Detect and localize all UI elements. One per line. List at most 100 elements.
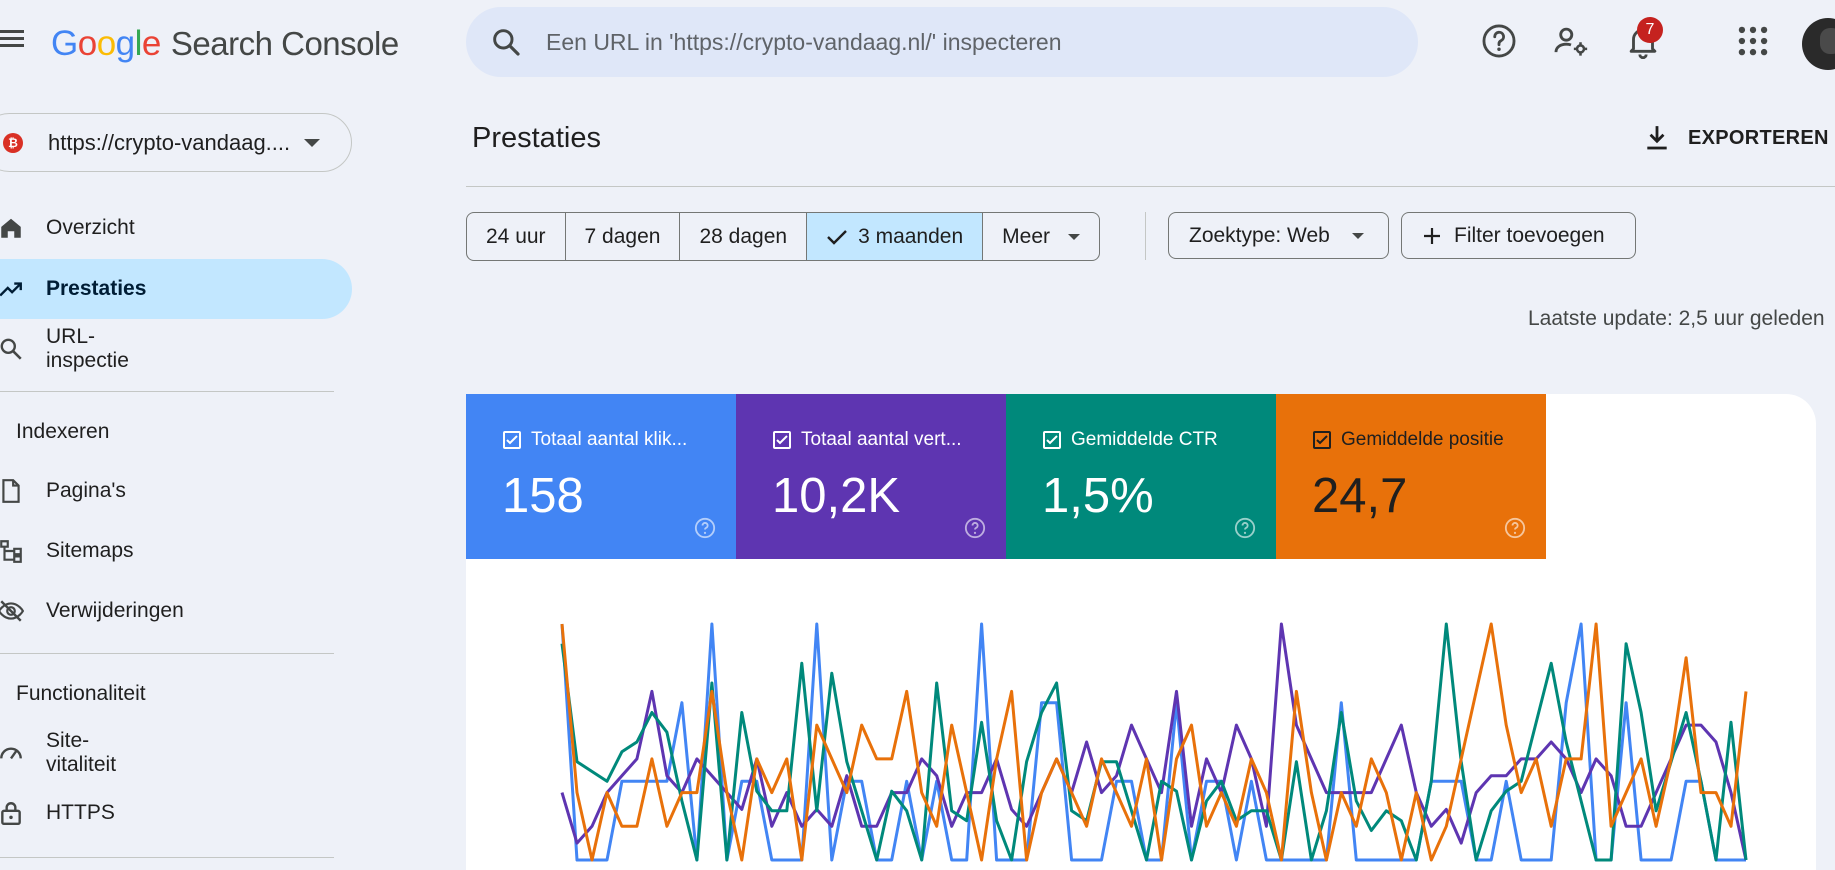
sidebar-item-prestaties[interactable]: Prestaties [0,259,352,319]
export-button[interactable]: EXPORTEREN [1644,124,1829,152]
chip-meer[interactable]: Meer [983,213,1099,260]
property-selector[interactable]: ₿ https://crypto-vandaag.... [0,113,352,172]
url-inspect-search[interactable]: Een URL in 'https://crypto-vandaag.nl/' … [466,7,1418,77]
help-icon[interactable] [1480,22,1518,60]
date-range-chips: 24 uur 7 dagen 28 dagen 3 maanden Meer [466,212,1101,261]
metric-ctr[interactable]: Gemiddelde CTR 1,5% [1006,394,1276,559]
metric-label-text: Gemiddelde CTR [1071,429,1218,450]
lock-icon [1,802,21,826]
product-name: Search Console [170,25,399,62]
checkbox-checked-icon [1313,431,1331,449]
chevron-down-icon [1351,232,1364,239]
sidebar-item-label: Pagina's [46,479,126,502]
page-title: Prestaties [472,122,601,154]
checkmark-icon [827,229,847,245]
sidebar-item-https[interactable]: HTTPS [0,783,115,843]
checkbox-checked-icon [773,431,791,449]
search-type-dropdown[interactable]: Zoektype: Web [1168,212,1389,259]
sidebar-item-label: Overzicht [46,216,135,239]
menu-icon-line [0,37,24,40]
page-icon [2,479,20,503]
search-type-label: Zoektype: Web [1189,223,1330,247]
metric-position[interactable]: Gemiddelde positie 24,7 [1276,394,1546,559]
chip-label: 3 maanden [858,224,964,248]
sidebar-item-label: Verwijderingen [46,599,184,622]
logo-letter: e [141,24,161,63]
logo-letter: o [96,24,116,63]
header-divider [466,186,1835,187]
apps-grid-icon[interactable] [1734,22,1772,60]
sidebar-item-site-vitaliteit[interactable]: Site-vitaliteit [0,723,116,783]
section-heading-indexeren[interactable]: Indexeren [16,420,110,443]
help-icon[interactable] [694,517,716,539]
sidebar-divider [0,391,334,392]
logo-letter: l [134,24,143,63]
help-icon[interactable] [1234,517,1256,539]
manage-users-icon[interactable] [1552,22,1590,60]
help-icon[interactable] [1504,517,1526,539]
plus-icon [1424,227,1440,244]
metric-value: 24,7 [1312,469,1408,523]
metric-value: 1,5% [1042,469,1154,523]
sitemap-icon [0,540,22,563]
performance-chart [560,622,1748,862]
home-icon [1,218,21,238]
main-menu-button[interactable] [0,30,24,48]
metric-label-text: Totaal aantal vert... [801,429,962,450]
chip-label: Meer [1002,224,1051,248]
metric-label: Gemiddelde CTR [1043,429,1218,451]
chart-series-line-1 [560,622,1748,861]
logo-letter: o [77,24,97,63]
export-label: EXPORTEREN [1688,126,1829,149]
sidebar-divider [0,857,334,858]
metric-value: 158 [502,469,584,523]
metric-label-text: Gemiddelde positie [1341,429,1504,450]
visibility-off-icon [0,600,24,622]
metric-label-text: Totaal aantal klik... [531,429,688,450]
sidebar-item-label: HTTPS [46,801,115,824]
notification-badge: 7 [1637,17,1663,43]
chip-28-dagen[interactable]: 28 dagen [680,213,808,260]
section-heading-functionaliteit[interactable]: Functionaliteit [16,682,146,705]
metric-impressions[interactable]: Totaal aantal vert... 10,2K [736,394,1006,559]
sidebar-divider [0,653,334,654]
sidebar-item-label: Sitemaps [46,539,134,562]
property-favicon: ₿ [3,132,23,153]
sidebar-item-url-inspectie[interactable]: URL-inspectie [0,319,129,379]
chevron-down-icon [1068,233,1081,240]
chart-series-line-2 [560,622,1748,862]
checkbox-checked-icon [503,431,521,449]
trending-up-icon [0,282,22,297]
chevron-down-icon [304,138,321,147]
sidebar-item-verwijderingen[interactable]: Verwijderingen [0,581,184,641]
help-icon[interactable] [964,517,986,539]
last-update-text: Laatste update: 2,5 uur geleden [1528,307,1825,330]
property-name: https://crypto-vandaag.... [48,129,291,155]
sidebar-item-overzicht[interactable]: Overzicht [0,198,135,258]
chip-7-dagen[interactable]: 7 dagen [566,213,681,260]
add-filter-label: Filter toevoegen [1454,223,1605,247]
chart-series-line-3 [560,622,1748,862]
add-filter-button[interactable]: Filter toevoegen [1401,212,1636,259]
search-placeholder: Een URL in 'https://crypto-vandaag.nl/' … [546,28,1062,55]
sidebar-item-label: URL-inspectie [46,325,129,372]
menu-icon-line [0,44,24,47]
logo-letter: g [115,24,135,63]
sidebar-item-paginas[interactable]: Pagina's [0,461,126,521]
sidebar-item-sitemaps[interactable]: Sitemaps [0,521,134,581]
menu-icon-line [0,30,24,33]
chip-3-maanden[interactable]: 3 maanden [807,213,984,260]
account-avatar[interactable] [1802,18,1835,70]
metric-label: Totaal aantal vert... [773,429,962,451]
logo-letter: G [51,24,78,63]
search-icon [493,29,520,56]
search-icon [0,338,22,360]
chip-24-uur[interactable]: 24 uur [467,213,566,260]
download-icon [1647,126,1667,150]
checkbox-checked-icon [1043,431,1061,449]
filter-separator [1145,212,1146,260]
speed-icon [0,747,22,760]
metric-clicks[interactable]: Totaal aantal klik... 158 [466,394,736,559]
sidebar-item-label: Prestaties [46,277,147,300]
